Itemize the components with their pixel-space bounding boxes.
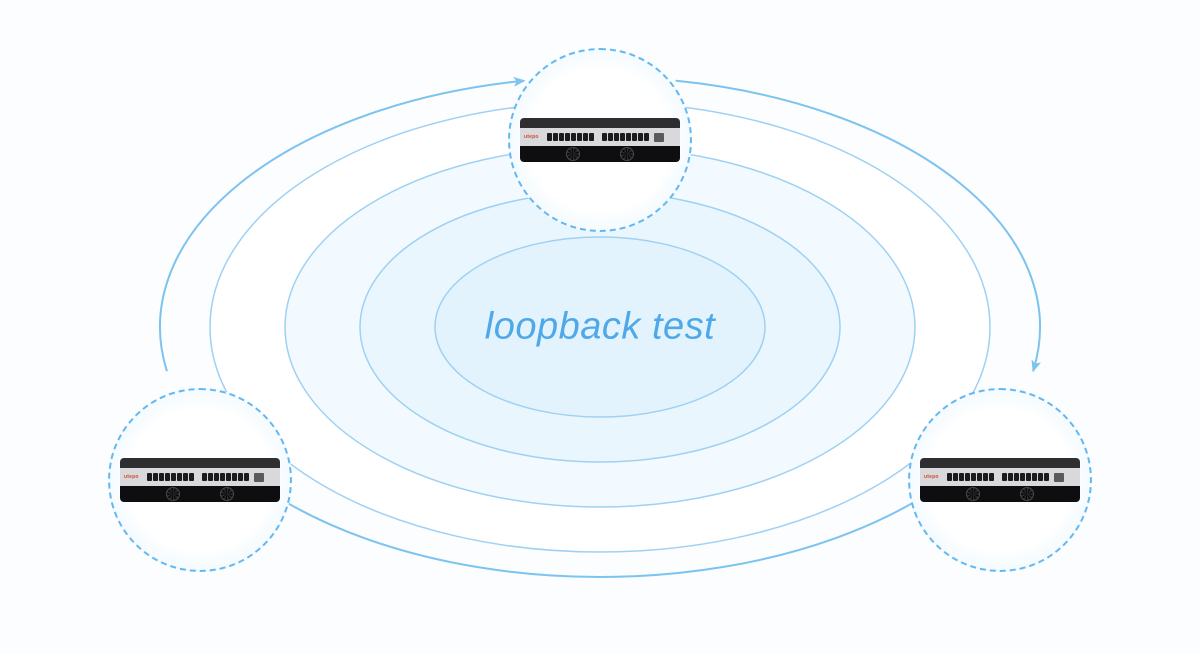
rj45-port-icon xyxy=(602,133,607,141)
device-brand-label: utepo xyxy=(924,474,939,480)
flow-arc xyxy=(219,452,981,577)
rj45-port-icon xyxy=(983,473,988,481)
fan-icon xyxy=(166,487,180,501)
device-node: utepo xyxy=(908,388,1092,572)
rj45-port-icon xyxy=(965,473,970,481)
rj45-port-icon xyxy=(947,473,952,481)
rj45-port-icon xyxy=(1026,473,1031,481)
fan-icon xyxy=(620,147,634,161)
flow-arc xyxy=(676,81,1040,371)
rj45-port-icon xyxy=(153,473,158,481)
uplink-port-icon xyxy=(654,133,664,142)
rj45-port-icon xyxy=(608,133,613,141)
device-top-plate xyxy=(120,458,280,468)
network-switch-device: utepo xyxy=(920,458,1080,502)
rj45-port-icon xyxy=(1044,473,1049,481)
rj45-port-icon xyxy=(214,473,219,481)
fan-icon xyxy=(220,487,234,501)
rj45-port-icon xyxy=(177,473,182,481)
rj45-port-icon xyxy=(1020,473,1025,481)
fan-icon xyxy=(1020,487,1034,501)
rj45-port-icon xyxy=(232,473,237,481)
device-top-plate xyxy=(520,118,680,128)
diagram-stage: loopback test utepo utepo utepo xyxy=(0,0,1200,654)
rj45-port-icon xyxy=(977,473,982,481)
uplink-port-icon xyxy=(1054,473,1064,482)
device-brand-label: utepo xyxy=(524,134,539,140)
rj45-port-icon xyxy=(183,473,188,481)
device-face-panel: utepo xyxy=(920,468,1080,486)
diagram-title: loopback test xyxy=(485,306,715,349)
rj45-port-icon xyxy=(620,133,625,141)
rj45-port-icon xyxy=(971,473,976,481)
rj45-port-icon xyxy=(583,133,588,141)
rj45-port-icon xyxy=(959,473,964,481)
rj45-port-icon xyxy=(547,133,552,141)
rj45-port-icon xyxy=(147,473,152,481)
device-node: utepo xyxy=(108,388,292,572)
rj45-port-icon xyxy=(220,473,225,481)
flow-arc xyxy=(160,81,524,371)
rj45-port-icon xyxy=(1038,473,1043,481)
rj45-port-icon xyxy=(159,473,164,481)
rj45-port-icon xyxy=(559,133,564,141)
rj45-port-icon xyxy=(244,473,249,481)
network-switch-device: utepo xyxy=(120,458,280,502)
rj45-port-icon xyxy=(1014,473,1019,481)
rj45-port-icon xyxy=(614,133,619,141)
rj45-port-icon xyxy=(238,473,243,481)
device-port-row xyxy=(147,473,276,482)
rj45-port-icon xyxy=(644,133,649,141)
device-face-panel: utepo xyxy=(120,468,280,486)
rj45-port-icon xyxy=(626,133,631,141)
rj45-port-icon xyxy=(189,473,194,481)
device-port-row xyxy=(547,133,676,142)
rj45-port-icon xyxy=(565,133,570,141)
device-top-plate xyxy=(920,458,1080,468)
rj45-port-icon xyxy=(226,473,231,481)
network-switch-device: utepo xyxy=(520,118,680,162)
fan-icon xyxy=(966,487,980,501)
device-brand-label: utepo xyxy=(124,474,139,480)
fan-icon xyxy=(566,147,580,161)
rj45-port-icon xyxy=(577,133,582,141)
rj45-port-icon xyxy=(953,473,958,481)
device-node: utepo xyxy=(508,48,692,232)
rj45-port-icon xyxy=(1032,473,1037,481)
rj45-port-icon xyxy=(589,133,594,141)
rj45-port-icon xyxy=(1008,473,1013,481)
rj45-port-icon xyxy=(571,133,576,141)
device-port-row xyxy=(947,473,1076,482)
rj45-port-icon xyxy=(632,133,637,141)
rj45-port-icon xyxy=(553,133,558,141)
rj45-port-icon xyxy=(1002,473,1007,481)
rj45-port-icon xyxy=(989,473,994,481)
rj45-port-icon xyxy=(202,473,207,481)
rj45-port-icon xyxy=(165,473,170,481)
device-bottom-panel xyxy=(120,486,280,502)
device-bottom-panel xyxy=(520,146,680,162)
device-face-panel: utepo xyxy=(520,128,680,146)
rj45-port-icon xyxy=(208,473,213,481)
rj45-port-icon xyxy=(171,473,176,481)
uplink-port-icon xyxy=(254,473,264,482)
device-bottom-panel xyxy=(920,486,1080,502)
rj45-port-icon xyxy=(638,133,643,141)
